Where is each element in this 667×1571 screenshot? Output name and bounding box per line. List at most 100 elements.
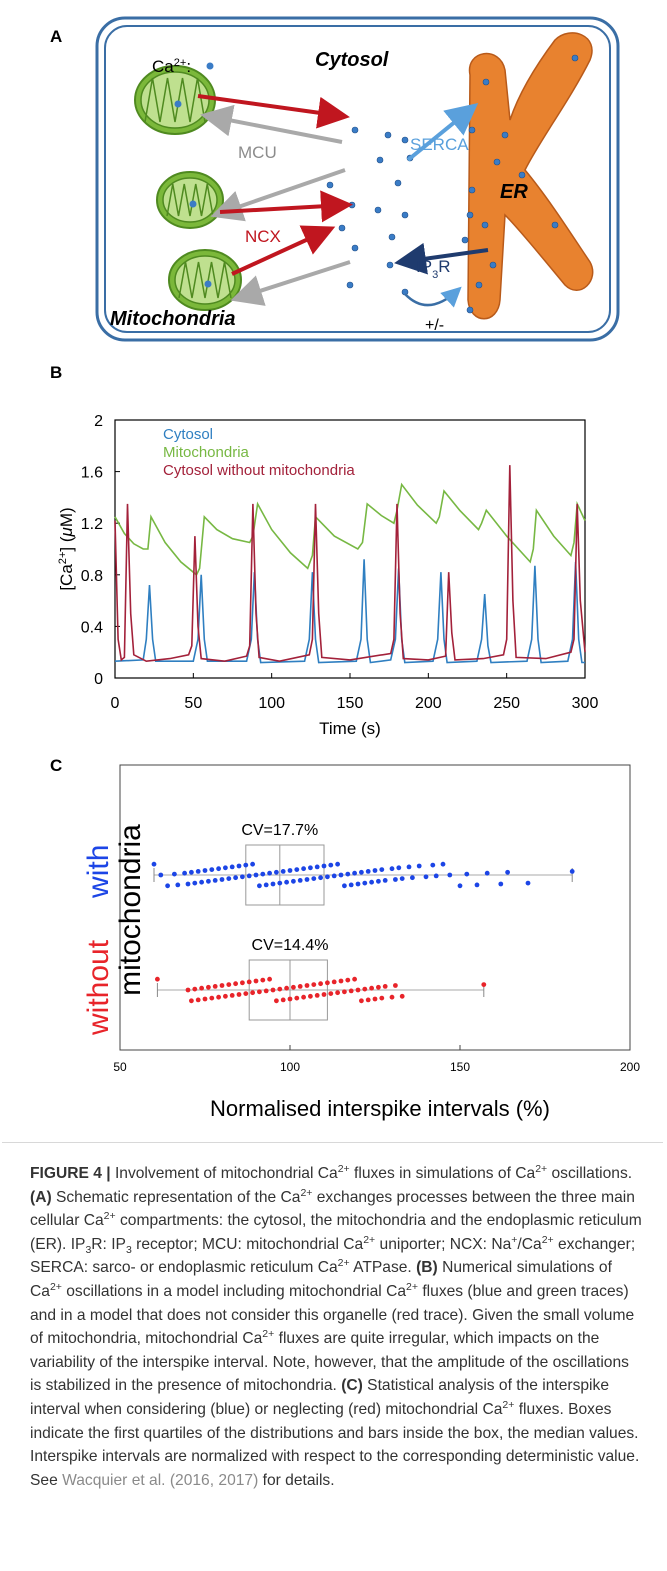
data-point xyxy=(328,991,334,996)
data-point xyxy=(233,981,239,987)
data-point xyxy=(199,879,205,885)
data-point xyxy=(260,977,266,983)
x-tick-label: 250 xyxy=(493,695,520,712)
caption-run: uniporter; NCX: Na xyxy=(375,1235,512,1253)
data-point xyxy=(243,991,249,996)
data-point xyxy=(287,996,293,1002)
x-tick-label: 50 xyxy=(184,695,202,712)
data-point xyxy=(219,877,225,882)
caption-run: FIGURE 4 | xyxy=(30,1165,111,1182)
data-point xyxy=(297,878,303,883)
caption-run: for details. xyxy=(258,1471,335,1489)
data-point xyxy=(321,863,327,869)
data-point xyxy=(406,864,412,870)
data-point xyxy=(376,984,381,990)
text-run: : xyxy=(186,57,191,76)
data-point xyxy=(345,871,351,877)
regulation-label: +/- xyxy=(425,317,444,334)
data-point xyxy=(447,872,453,878)
caption-run: fluxes are quite irregular, which impact… xyxy=(30,1330,629,1395)
ca-dot xyxy=(461,236,469,244)
data-point xyxy=(182,870,188,876)
series-line xyxy=(114,465,586,663)
data-point xyxy=(376,878,381,884)
ca-dot xyxy=(466,211,474,219)
data-point xyxy=(304,983,310,988)
data-point xyxy=(365,997,371,1003)
data-point xyxy=(212,984,218,989)
text-run: IP xyxy=(416,257,432,276)
cv-annotation: CV=17.7% xyxy=(241,822,318,839)
data-point xyxy=(525,880,531,886)
data-point xyxy=(301,994,306,1000)
caption-run: oscillations. xyxy=(547,1165,633,1182)
caption-run: 3 xyxy=(125,1243,132,1256)
data-point xyxy=(352,976,357,982)
x-tick-label: 100 xyxy=(280,1060,300,1074)
caption-run: Numerical simulations of Ca xyxy=(30,1259,612,1300)
caption-run: 3 xyxy=(85,1243,92,1256)
ca-dot xyxy=(493,158,501,166)
data-point xyxy=(359,998,364,1004)
ca-dot xyxy=(348,201,356,209)
data-point xyxy=(365,869,371,874)
x-axis-label: Normalised interspike intervals (%) xyxy=(210,1096,550,1121)
data-point xyxy=(284,985,289,991)
ca-dot xyxy=(481,221,489,229)
x-tick-label: 200 xyxy=(620,1060,640,1074)
cell-membrane-inner xyxy=(104,25,611,333)
data-point xyxy=(151,861,157,867)
cristae xyxy=(144,77,206,123)
data-point xyxy=(342,989,347,995)
caption-run: (B) xyxy=(416,1259,438,1277)
caption-run: oscillations in a model including mitoch… xyxy=(61,1282,407,1300)
data-point xyxy=(243,862,249,868)
data-point xyxy=(335,861,340,867)
ca-dot xyxy=(551,221,559,229)
y-tick-label: 2 xyxy=(94,413,103,430)
data-point xyxy=(362,986,368,992)
data-point xyxy=(277,986,283,992)
reference-link[interactable]: Wacquier et al. (2016, 2017) xyxy=(62,1471,259,1489)
data-point xyxy=(389,866,395,872)
legend-entry: Cytosol without mitochondria xyxy=(163,462,355,479)
ca-dot xyxy=(351,244,359,252)
data-point xyxy=(355,881,361,887)
data-point xyxy=(474,882,480,888)
data-point xyxy=(379,995,385,1001)
caption-run: 2+ xyxy=(337,1257,350,1270)
ca-dot xyxy=(338,224,346,232)
data-point xyxy=(216,866,222,872)
series-line xyxy=(114,482,586,577)
x-tick-label: 150 xyxy=(337,695,364,712)
text-run: μ xyxy=(57,526,76,537)
text-run: Ca xyxy=(152,57,174,76)
caption-run: fluxes in simulations of Ca xyxy=(349,1165,536,1182)
ca-dot xyxy=(351,126,359,134)
legend-entry: Cytosol xyxy=(163,426,213,443)
data-point xyxy=(229,864,235,870)
ca-dot xyxy=(394,179,402,187)
data-point xyxy=(294,995,300,1001)
data-point xyxy=(209,867,215,872)
ca-dot xyxy=(475,281,483,289)
x-tick-label: 0 xyxy=(111,695,120,712)
mitochondria-shapes xyxy=(134,65,242,311)
ca-dot xyxy=(466,306,474,314)
data-point xyxy=(301,866,306,872)
text-run: ] ( xyxy=(57,536,76,551)
data-point xyxy=(175,882,181,888)
data-point xyxy=(325,874,330,880)
data-point xyxy=(270,881,276,887)
arrows xyxy=(197,94,489,308)
data-point xyxy=(172,871,177,877)
y-tick-label: 1.6 xyxy=(81,465,103,482)
data-point xyxy=(372,996,378,1002)
ca-dot xyxy=(401,211,409,219)
plot-frame xyxy=(119,764,631,1051)
data-point xyxy=(240,874,245,880)
data-point xyxy=(155,976,160,982)
caption-run: 2+ xyxy=(535,1162,548,1175)
data-point xyxy=(202,996,208,1002)
